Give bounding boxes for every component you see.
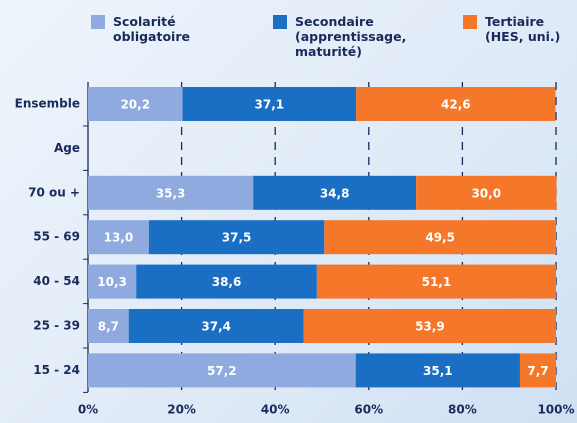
legend-swatch: [91, 15, 105, 29]
y-tick-label: 40 - 54: [33, 274, 80, 288]
y-tick-label: Ensemble: [15, 97, 80, 111]
value-label: 34,8: [320, 186, 350, 200]
legend-label: Secondaire (apprentissage, maturité): [295, 14, 407, 59]
y-tick-label: 70 ou +: [28, 185, 80, 199]
legend-swatch: [273, 15, 287, 29]
value-label: 37,1: [255, 98, 285, 112]
value-label: 51,1: [422, 275, 452, 289]
bar-segment: [324, 220, 556, 255]
bar-segment: [88, 264, 137, 299]
bar-segment: [128, 309, 304, 343]
bar-segment: [88, 175, 254, 210]
value-label: 7,7: [527, 364, 548, 378]
x-tick-label: 40%: [261, 403, 290, 417]
x-tick-label: 60%: [354, 403, 383, 417]
value-label: 57,2: [207, 364, 237, 378]
bar-segment: [253, 175, 417, 210]
value-label: 49,5: [425, 231, 455, 245]
legend-label: Tertiaire (HES, uni.): [485, 14, 561, 44]
value-label: 37,5: [222, 231, 252, 245]
bar-segment: [356, 87, 556, 121]
legend-swatch: [463, 15, 477, 29]
x-tick-label: 80%: [448, 403, 477, 417]
value-label: 35,1: [423, 364, 453, 378]
x-tick-label: 20%: [167, 403, 196, 417]
value-label: 13,0: [104, 231, 134, 245]
bar-segment: [355, 353, 520, 388]
x-tick-label: 0%: [78, 403, 98, 417]
value-label: 8,7: [98, 320, 119, 334]
value-label: 20,2: [120, 98, 150, 112]
value-label: 38,6: [212, 275, 242, 289]
bar-segment: [88, 353, 356, 388]
bar-segment: [88, 220, 149, 255]
x-tick-label: 100%: [537, 403, 574, 417]
y-tick-label: Age: [54, 141, 80, 155]
y-tick-label: 55 - 69: [33, 230, 80, 244]
y-tick-label: 15 - 24: [33, 363, 80, 377]
value-label: 42,6: [441, 98, 471, 112]
bar-segment: [303, 309, 556, 343]
value-label: 53,9: [415, 320, 445, 334]
legend-label: Scolarité obligatoire: [113, 14, 190, 44]
value-label: 35,3: [156, 186, 186, 200]
value-label: 37,4: [201, 320, 231, 334]
bar-segment: [316, 264, 556, 299]
bar-segment: [88, 309, 129, 343]
bar-segment: [88, 87, 183, 121]
bar-segment: [148, 220, 325, 255]
value-label: 30,0: [471, 186, 501, 200]
value-label: 10,3: [97, 275, 127, 289]
y-tick-label: 25 - 39: [33, 319, 80, 333]
bar-segment: [416, 175, 557, 210]
bar-segment: [136, 264, 317, 299]
bar-segment: [182, 87, 357, 121]
bar-segment: [519, 353, 556, 388]
